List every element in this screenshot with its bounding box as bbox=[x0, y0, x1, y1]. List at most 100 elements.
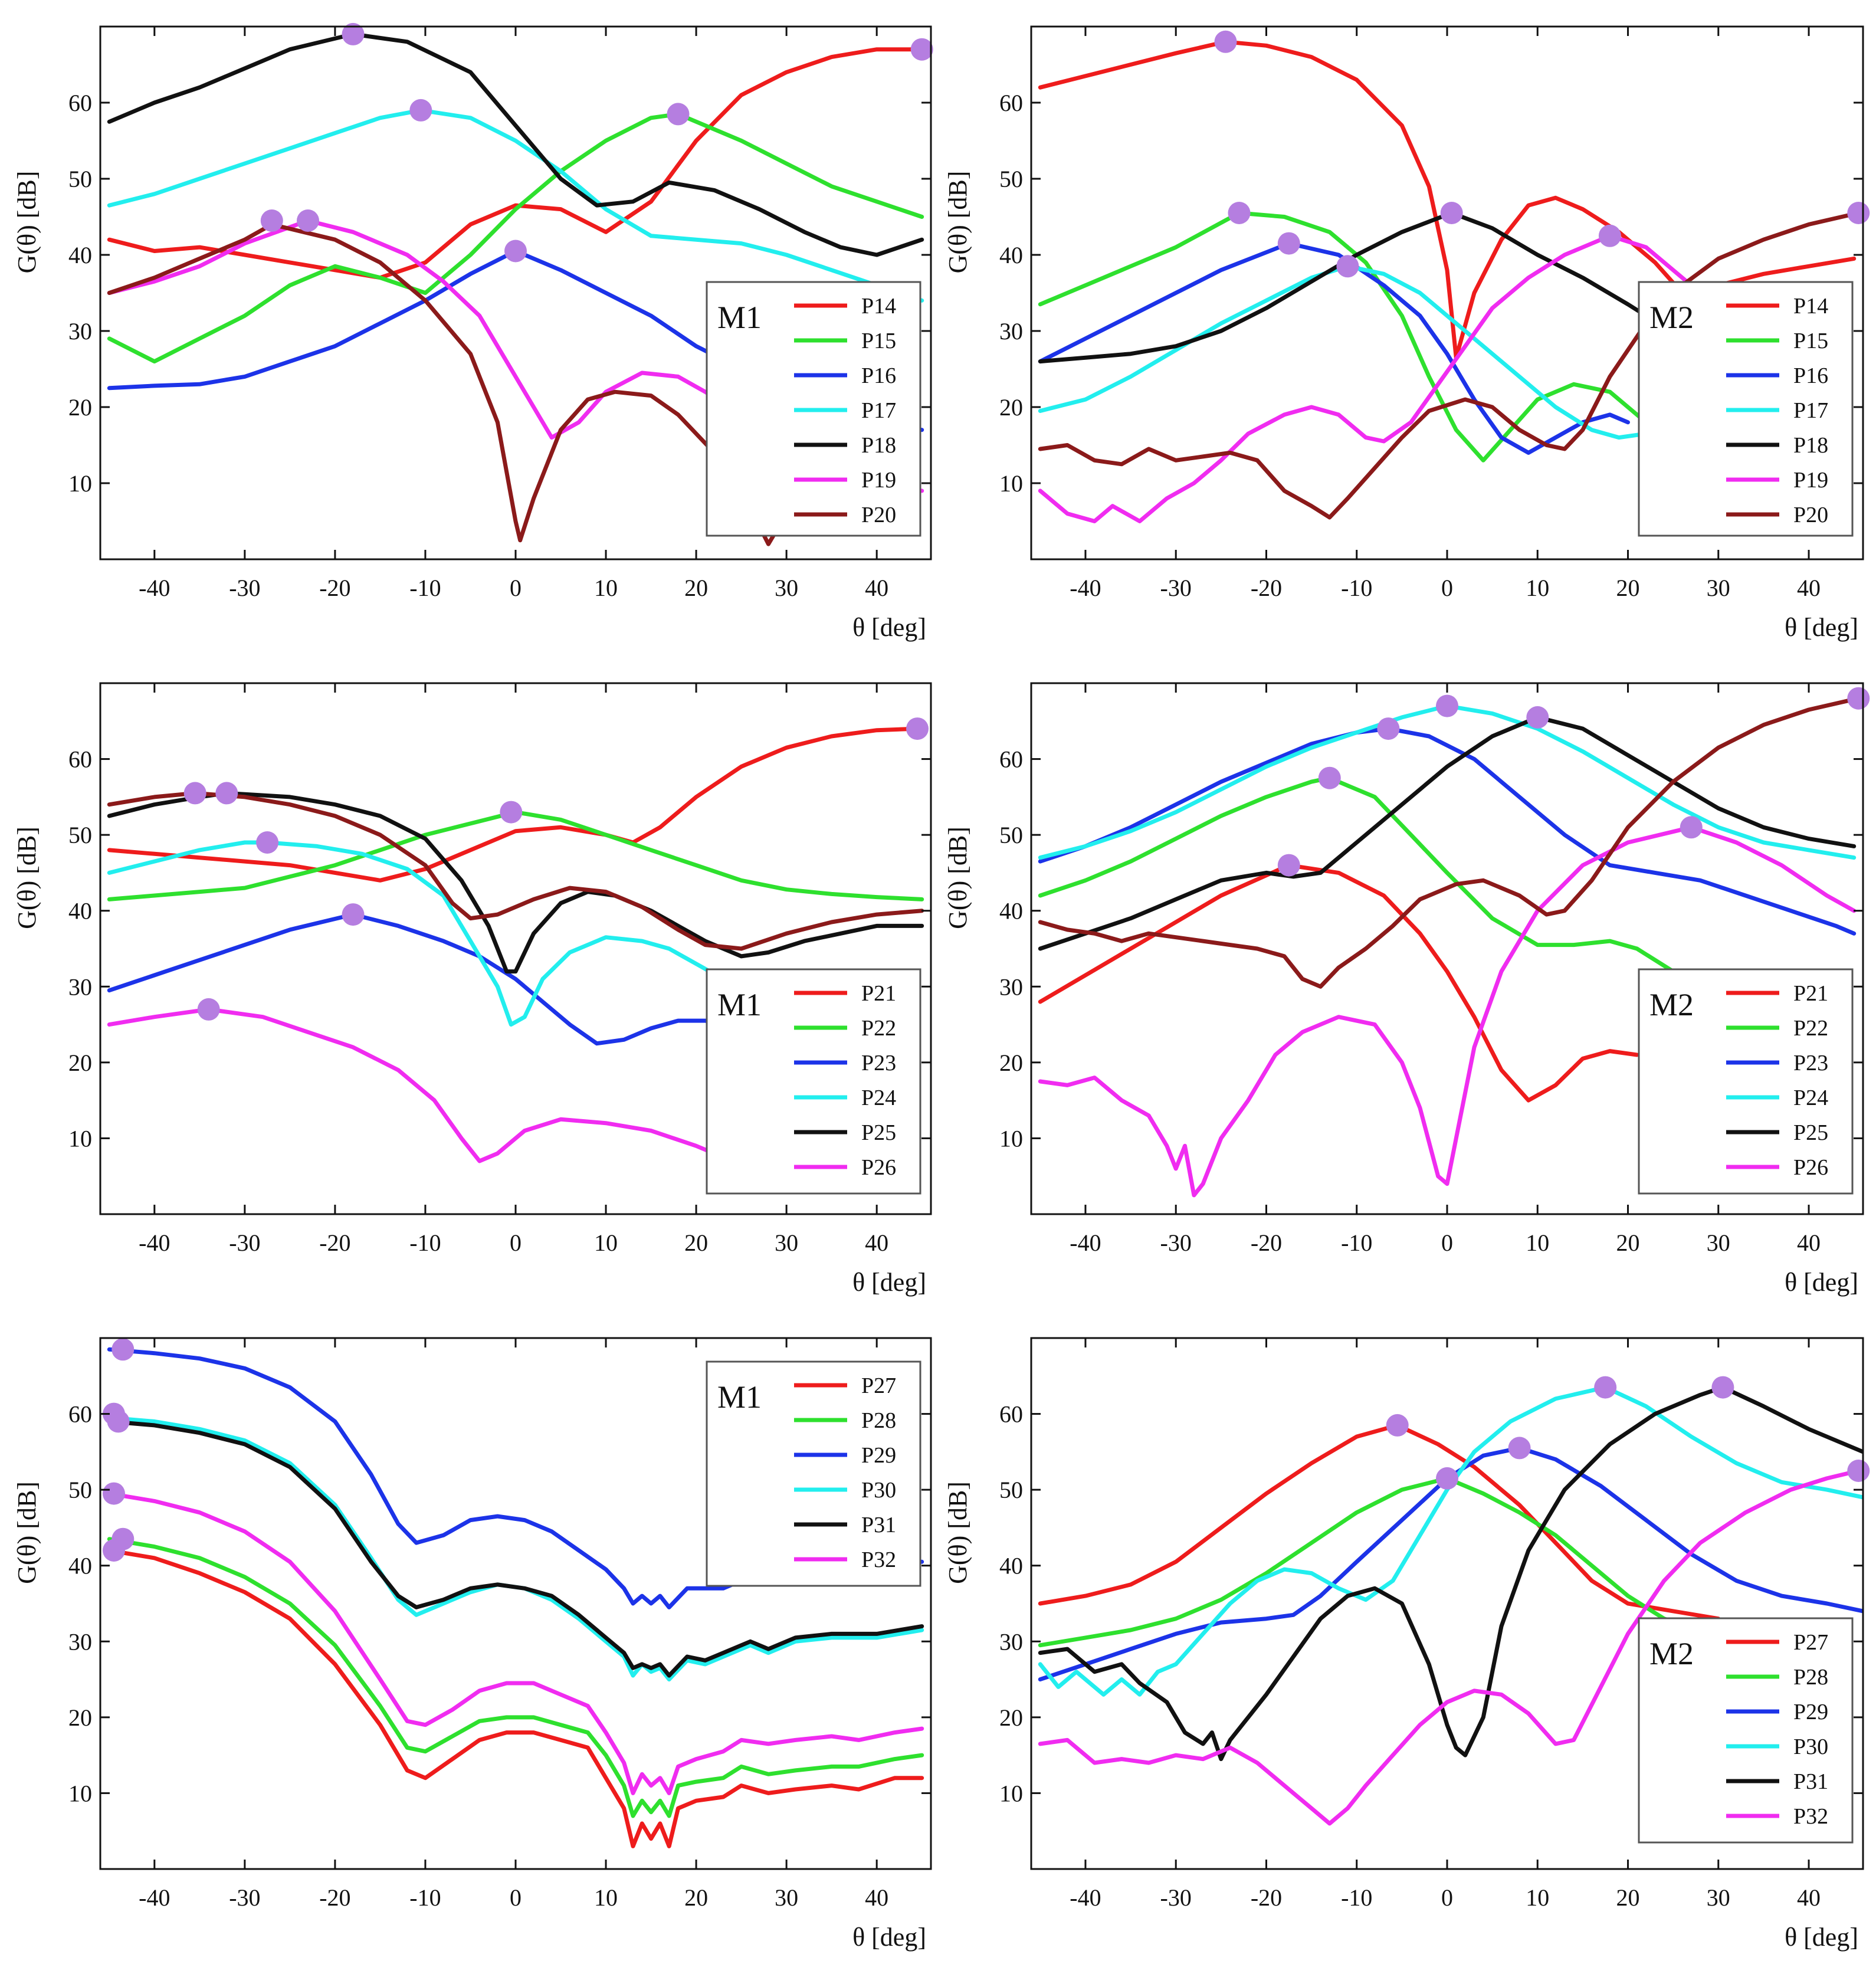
x-tick-label: 30 bbox=[775, 1884, 798, 1911]
series-line-p26 bbox=[107, 1007, 717, 1163]
x-tick-label: 10 bbox=[594, 1229, 618, 1256]
series-line-p19 bbox=[1038, 234, 1739, 523]
peak-marker bbox=[1598, 224, 1621, 247]
y-tick-label: 30 bbox=[68, 973, 92, 1000]
x-tick-label: 10 bbox=[1526, 575, 1549, 601]
legend-label-p24: P24 bbox=[1793, 1086, 1828, 1110]
x-tick-label: -40 bbox=[139, 1884, 170, 1911]
x-axis-label: θ [deg] bbox=[852, 613, 926, 642]
legend-label-p17: P17 bbox=[861, 398, 896, 423]
y-axis-label: G(θ) [dB] bbox=[12, 1481, 41, 1584]
x-tick-label: -10 bbox=[409, 1884, 441, 1911]
chart-panel-1: -40 -30 -20 -10 0 10 20 30 40 10 20 30 40 50 60 θ [deg]… bbox=[12, 22, 933, 642]
x-tick-label: 0 bbox=[510, 1884, 522, 1911]
legend-label-p21: P21 bbox=[1793, 981, 1828, 1006]
y-tick-label: 40 bbox=[68, 898, 92, 924]
legend-label-p15: P15 bbox=[861, 329, 896, 353]
peak-marker bbox=[1277, 854, 1300, 877]
y-tick-label: 60 bbox=[68, 90, 92, 116]
peak-marker bbox=[1277, 232, 1300, 255]
peak-marker bbox=[667, 103, 690, 126]
legend-label-p14: P14 bbox=[861, 294, 896, 319]
legend-label-p20: P20 bbox=[861, 503, 896, 527]
chart-panel-3: -40 -30 -20 -10 0 10 20 30 40 10 20 30 40 50 60 θ [deg]… bbox=[12, 682, 932, 1297]
legend-label-p28: P28 bbox=[1793, 1665, 1828, 1690]
legend-label-p18: P18 bbox=[861, 433, 896, 458]
legend: M2 P14 P15 P16 P17 P18 P19 P20 bbox=[1638, 281, 1854, 537]
series-line-p28 bbox=[107, 1537, 924, 1818]
x-tick-label: 0 bbox=[510, 575, 522, 601]
y-tick-label: 50 bbox=[68, 1477, 92, 1503]
x-tick-label: 30 bbox=[775, 575, 798, 601]
series-line-p16 bbox=[1038, 241, 1630, 455]
x-tick-label: 0 bbox=[510, 1229, 522, 1256]
peak-marker bbox=[1847, 202, 1870, 224]
series-line-p15 bbox=[1038, 211, 1703, 470]
peak-marker bbox=[215, 782, 238, 805]
y-tick-label: 60 bbox=[68, 1401, 92, 1428]
legend-label-p19: P19 bbox=[861, 468, 896, 493]
x-tick-label: -40 bbox=[139, 575, 170, 601]
series-line-p15 bbox=[107, 112, 924, 364]
legend: M2 P27 P28 P29 P30 P31 P32 bbox=[1638, 1617, 1854, 1844]
legend: M1 P21 P22 P23 P24 P25 P26 bbox=[706, 968, 921, 1195]
peak-marker bbox=[260, 209, 283, 232]
peak-marker bbox=[1386, 1414, 1409, 1437]
x-tick-label: -20 bbox=[319, 1229, 350, 1256]
series-line-p21 bbox=[107, 726, 920, 883]
y-tick-label: 60 bbox=[999, 90, 1023, 116]
peak-marker bbox=[1436, 694, 1458, 717]
x-tick-label: -40 bbox=[139, 1229, 170, 1256]
legend-box bbox=[706, 1360, 921, 1587]
y-tick-label: 20 bbox=[999, 1704, 1023, 1731]
y-tick-label: 20 bbox=[68, 1050, 92, 1076]
x-tick-label: -10 bbox=[1341, 575, 1372, 601]
x-tick-label: 40 bbox=[1797, 1229, 1821, 1256]
legend-label-p26: P26 bbox=[1793, 1155, 1828, 1180]
x-tick-label: 10 bbox=[1526, 1229, 1549, 1256]
x-tick-label: -30 bbox=[1160, 575, 1192, 601]
series-line-p27 bbox=[107, 1548, 924, 1848]
legend-model-label: M1 bbox=[717, 1379, 762, 1415]
peak-marker bbox=[1436, 1467, 1458, 1490]
series-line-p23 bbox=[1038, 726, 1857, 936]
y-tick-label: 10 bbox=[68, 1780, 92, 1806]
series-line-p18 bbox=[1038, 211, 1648, 364]
peak-marker bbox=[1680, 816, 1703, 839]
chart-panel-6: -40 -30 -20 -10 0 10 20 30 40 10 20 30 40 50 60 θ [deg]… bbox=[943, 1337, 1870, 1952]
peak-marker bbox=[103, 1539, 125, 1562]
series-line-p30 bbox=[107, 1415, 924, 1682]
y-tick-label: 50 bbox=[68, 166, 92, 192]
series-line-p25 bbox=[1038, 715, 1857, 951]
x-tick-label: 20 bbox=[684, 1229, 708, 1256]
legend-label-p30: P30 bbox=[1793, 1734, 1828, 1759]
peak-marker bbox=[1847, 1460, 1870, 1482]
peak-marker bbox=[1594, 1376, 1617, 1399]
x-tick-label: 10 bbox=[594, 1884, 618, 1911]
legend-label-p23: P23 bbox=[861, 1051, 896, 1076]
legend-label-p22: P22 bbox=[1793, 1016, 1828, 1041]
peak-marker bbox=[1711, 1376, 1734, 1399]
peak-marker bbox=[409, 99, 432, 122]
series-line-p18 bbox=[107, 32, 924, 257]
x-tick-label: -30 bbox=[1160, 1884, 1192, 1911]
legend-label-p31: P31 bbox=[1793, 1769, 1828, 1794]
legend-label-p26: P26 bbox=[861, 1155, 896, 1180]
y-tick-label: 20 bbox=[999, 394, 1023, 421]
y-tick-label: 60 bbox=[68, 746, 92, 773]
y-axis-label: G(θ) [dB] bbox=[12, 827, 41, 929]
y-tick-label: 10 bbox=[68, 1125, 92, 1152]
legend-label-p14: P14 bbox=[1793, 294, 1828, 319]
series-line-p23 bbox=[107, 912, 734, 1046]
series-line-p31 bbox=[1038, 1385, 1863, 1762]
legend-label-p23: P23 bbox=[1793, 1051, 1828, 1076]
y-tick-label: 10 bbox=[999, 1780, 1023, 1806]
peak-marker bbox=[500, 801, 523, 824]
peak-marker bbox=[1336, 255, 1359, 278]
x-tick-label: -30 bbox=[229, 575, 260, 601]
x-tick-label: -40 bbox=[1070, 1884, 1101, 1911]
peak-marker bbox=[906, 717, 929, 740]
peak-marker bbox=[1228, 202, 1251, 224]
series-line-p20 bbox=[1038, 696, 1861, 989]
